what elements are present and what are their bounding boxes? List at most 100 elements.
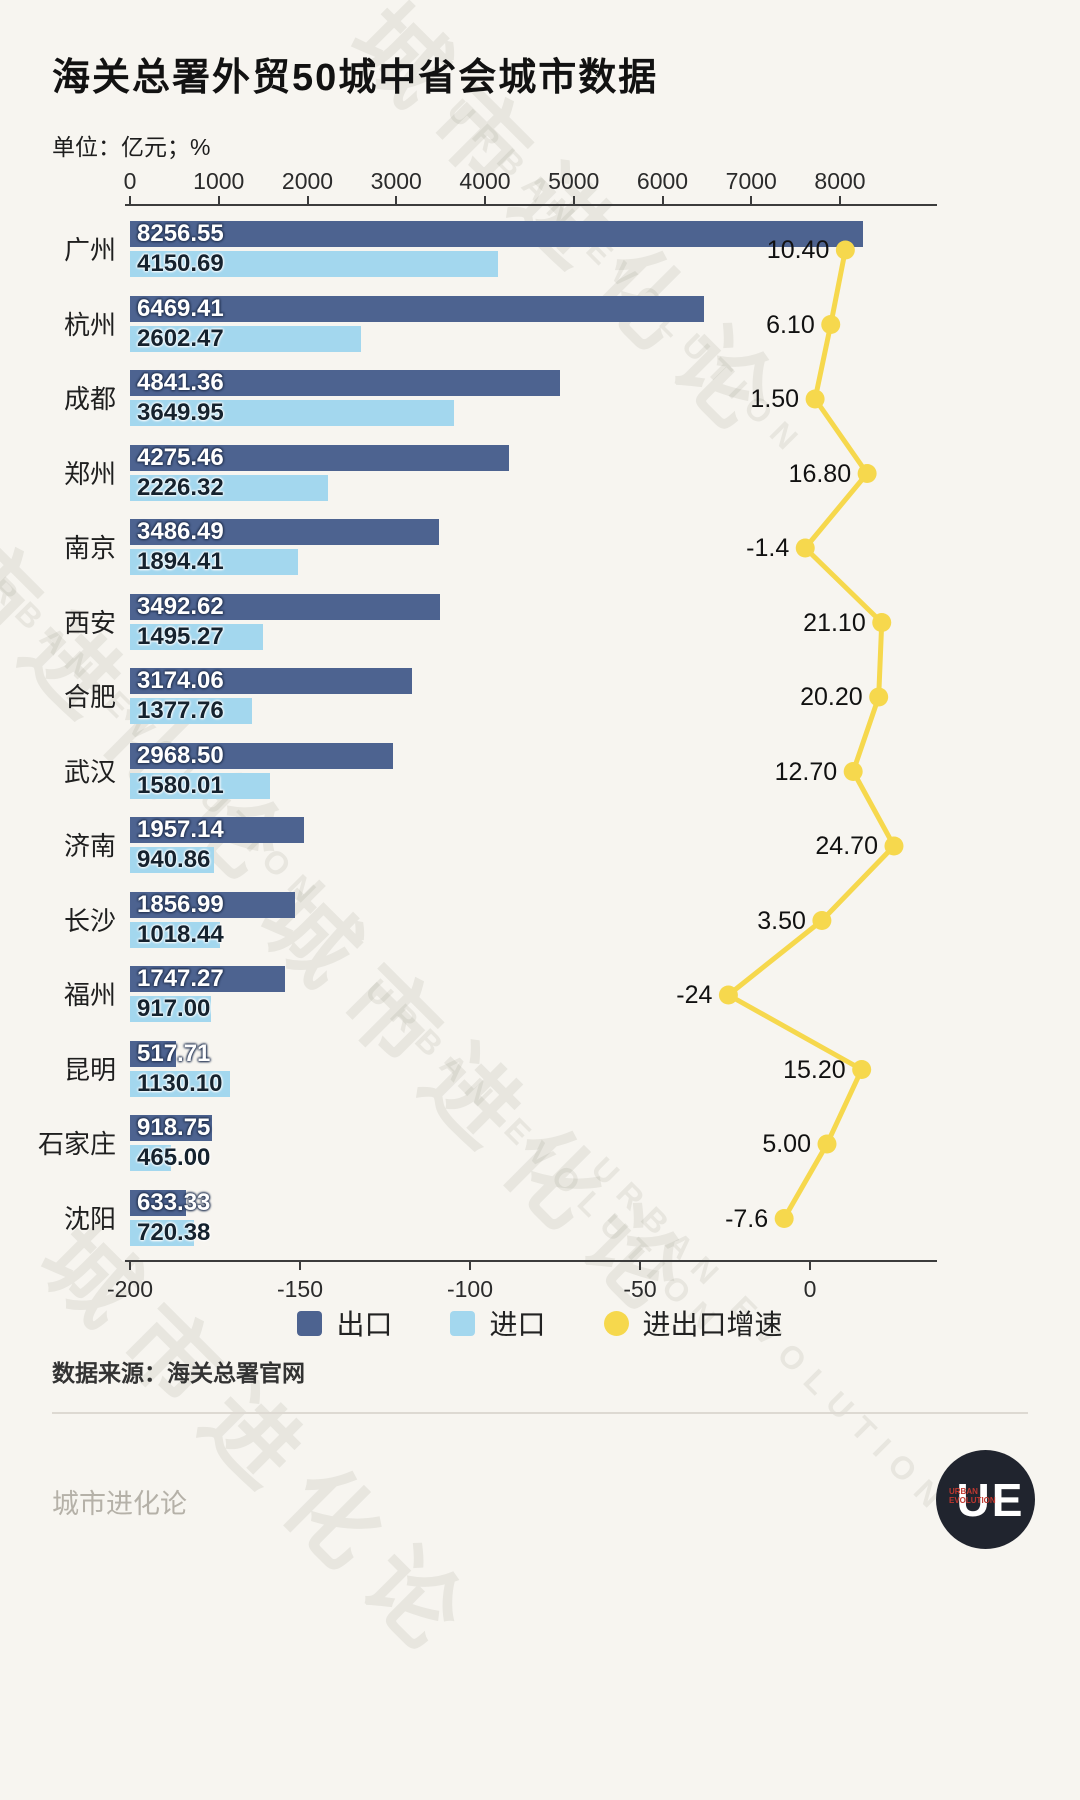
export-bar: 2968.50 — [130, 741, 394, 769]
import-value-label: 1130.10 — [137, 1069, 223, 1097]
export-bar: 6469.41 — [130, 294, 705, 322]
top-axis-tick — [839, 196, 841, 204]
source-note: 数据来源：海关总署官网 — [52, 1360, 305, 1386]
category-label: 济南 — [63, 831, 116, 861]
footer-brand: 城市进化论 — [52, 1489, 187, 1519]
import-bar: 1377.76 — [130, 697, 253, 724]
import-bar: 917.00 — [130, 995, 212, 1022]
bottom-axis-tick-label: -150 — [276, 1276, 324, 1302]
category-label: 成都 — [63, 384, 116, 414]
growth-value-label: 15.20 — [783, 1055, 846, 1084]
growth-value-label: 6.10 — [766, 310, 815, 339]
growth-value-label: 16.80 — [788, 459, 852, 488]
growth-value-label: 10.40 — [766, 236, 830, 264]
import-bar: 1018.44 — [130, 921, 224, 948]
import-value-label: 940.86 — [137, 846, 211, 873]
export-value-label: 2968.50 — [137, 741, 224, 769]
import-bar: 1894.41 — [130, 548, 299, 575]
top-axis-tick-label: 3000 — [370, 168, 422, 194]
legend-label-growth: 进出口增速 — [642, 1309, 783, 1340]
growth-value-label: 1.50 — [750, 385, 800, 413]
export-value-label: 1856.99 — [137, 890, 224, 918]
import-bar: 3649.95 — [130, 400, 454, 426]
category-label: 南京 — [63, 533, 116, 563]
growth-dot-icon — [872, 613, 892, 632]
growth-dot-icon — [884, 836, 904, 856]
growth-value-label: 24.70 — [815, 832, 878, 860]
export-value-label: 3492.62 — [137, 592, 224, 620]
import-bar: 1495.27 — [130, 623, 263, 650]
import-value-label: 2602.47 — [137, 324, 224, 352]
export-value-label: 1747.27 — [137, 965, 224, 992]
category-label: 武汉 — [63, 756, 116, 787]
growth-value-label: -24 — [676, 981, 713, 1009]
import-value-label: 917.00 — [137, 995, 211, 1022]
export-bar: 1856.99 — [130, 890, 295, 918]
import-bar: 2226.32 — [130, 474, 328, 501]
unit-label: 单位：亿元；% — [52, 134, 211, 160]
category-label: 长沙 — [63, 905, 116, 936]
top-axis-tick — [572, 196, 575, 204]
top-axis-tick-label: 6000 — [636, 168, 689, 194]
logo-subtext: URBAN EVOLUTION — [949, 1487, 996, 1505]
import-value-label: 1580.01 — [137, 771, 224, 799]
growth-swatch-icon — [603, 1310, 629, 1336]
import-swatch-icon — [450, 1310, 476, 1336]
import-value-label: 720.38 — [137, 1218, 211, 1246]
export-value-label: 918.75 — [137, 1114, 211, 1141]
import-bar: 940.86 — [130, 847, 214, 873]
growth-dot-icon — [812, 911, 832, 930]
category-label: 沈阳 — [63, 1203, 116, 1234]
top-axis-tick — [306, 196, 309, 204]
export-bar: 3492.62 — [130, 592, 440, 620]
growth-dot-icon — [774, 1209, 794, 1228]
export-bar: 8256.55 — [130, 221, 863, 247]
legend-item-growth: 进出口增速 — [603, 1303, 783, 1343]
export-bar: 1747.27 — [130, 965, 286, 992]
growth-dot-icon — [805, 389, 825, 409]
export-value-label: 1957.14 — [137, 816, 224, 843]
export-swatch-icon — [297, 1310, 323, 1336]
import-value-label: 4150.69 — [137, 250, 224, 277]
export-value-label: 6469.41 — [137, 294, 224, 322]
export-value-label: 517.71 — [137, 1039, 211, 1067]
import-value-label: 1894.41 — [137, 548, 224, 575]
category-label: 杭州 — [63, 309, 116, 340]
bottom-axis-tick — [129, 1262, 131, 1270]
top-axis-line — [125, 204, 937, 206]
export-value-label: 8256.55 — [137, 220, 224, 247]
export-bar: 918.75 — [130, 1115, 212, 1141]
bottom-axis-tick-label: 0 — [803, 1276, 817, 1302]
growth-dot-icon — [718, 985, 738, 1005]
export-value-label: 4841.36 — [137, 369, 224, 396]
legend-item-import: 进口 — [450, 1303, 546, 1343]
top-axis-tick — [484, 196, 486, 204]
top-axis-tick-label: 2000 — [281, 168, 334, 194]
bottom-axis-tick — [299, 1262, 301, 1270]
logo-text: UE — [956, 1473, 1025, 1526]
export-bar: 4275.46 — [130, 444, 510, 471]
import-value-label: 1377.76 — [137, 697, 224, 724]
top-axis-tick-label: 0 — [123, 168, 137, 194]
bottom-axis-tick — [469, 1262, 471, 1270]
bottom-axis-tick — [639, 1262, 641, 1270]
top-axis-tick — [217, 196, 220, 204]
growth-dot-icon — [869, 687, 889, 707]
page-title: 海关总署外贸50城中省会城市数据 — [52, 57, 659, 99]
bottom-axis-tick-label: -50 — [623, 1276, 657, 1302]
growth-dot-icon — [795, 538, 815, 558]
import-bar: 720.38 — [130, 1219, 210, 1246]
top-axis-tick — [395, 196, 398, 204]
growth-dot-icon — [843, 762, 863, 781]
import-bar: 4150.69 — [130, 250, 499, 277]
growth-dot-icon — [817, 1134, 837, 1154]
top-axis-tick — [129, 196, 131, 204]
top-axis-tick — [661, 196, 664, 204]
growth-value-label: 12.70 — [774, 757, 838, 786]
top-axis-tick — [750, 196, 753, 204]
import-bar: 1580.01 — [130, 771, 271, 799]
export-bar: 1957.14 — [130, 817, 304, 843]
growth-value-label: 20.20 — [800, 683, 863, 711]
